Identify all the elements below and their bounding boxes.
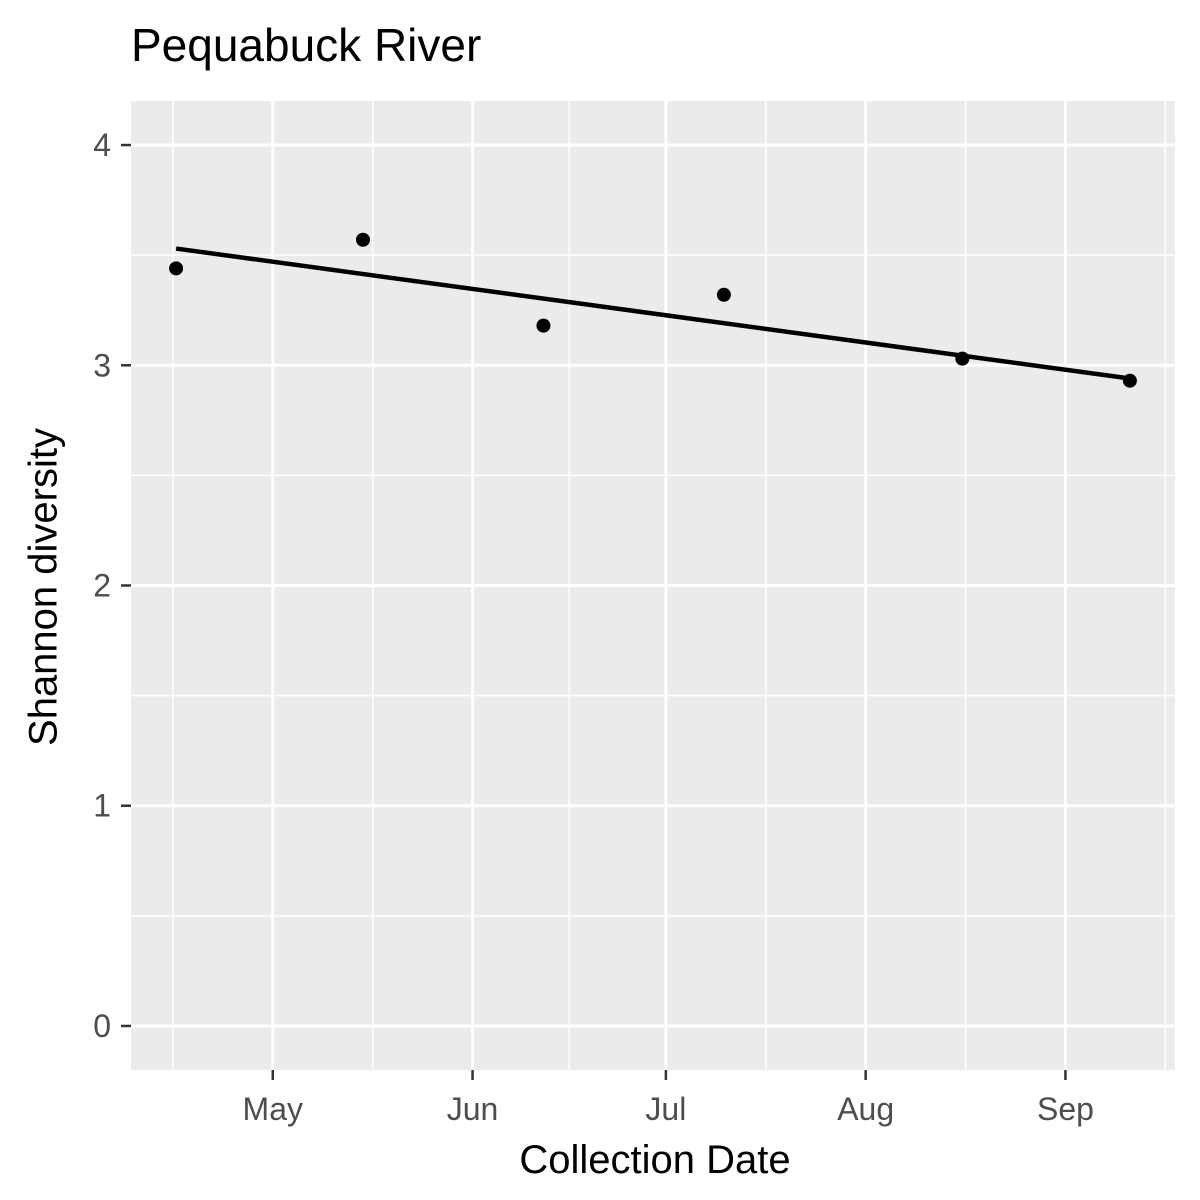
y-tick-label: 3	[93, 347, 111, 383]
trend-line-group	[175, 246, 1131, 381]
data-point-6	[1122, 373, 1137, 388]
y-tick-label: 4	[93, 127, 111, 163]
axis-ticks: May Jun Jul Aug Sep 0 1 2 3 4	[93, 127, 1094, 1127]
x-tick-label: Jul	[645, 1091, 686, 1127]
data-point-2	[356, 232, 370, 247]
x-tick-label: May	[243, 1091, 303, 1127]
y-tick-label: 2	[93, 568, 111, 604]
y-tick-label: 1	[93, 788, 111, 824]
x-tick-label: Jun	[447, 1091, 499, 1127]
trend-line	[175, 246, 1131, 381]
x-tick-label: Sep	[1037, 1091, 1094, 1127]
y-tick-label: 0	[93, 1008, 111, 1044]
major-gridlines	[131, 101, 1175, 1070]
chart-title: Pequabuck River	[131, 19, 482, 71]
x-axis-label: Collection Date	[519, 1138, 791, 1182]
data-point-1	[169, 261, 184, 276]
data-point-4	[716, 287, 731, 302]
data-point-3	[536, 318, 551, 333]
x-tick-label: Aug	[837, 1091, 894, 1127]
data-point-5	[955, 351, 970, 366]
data-points	[169, 232, 1137, 388]
